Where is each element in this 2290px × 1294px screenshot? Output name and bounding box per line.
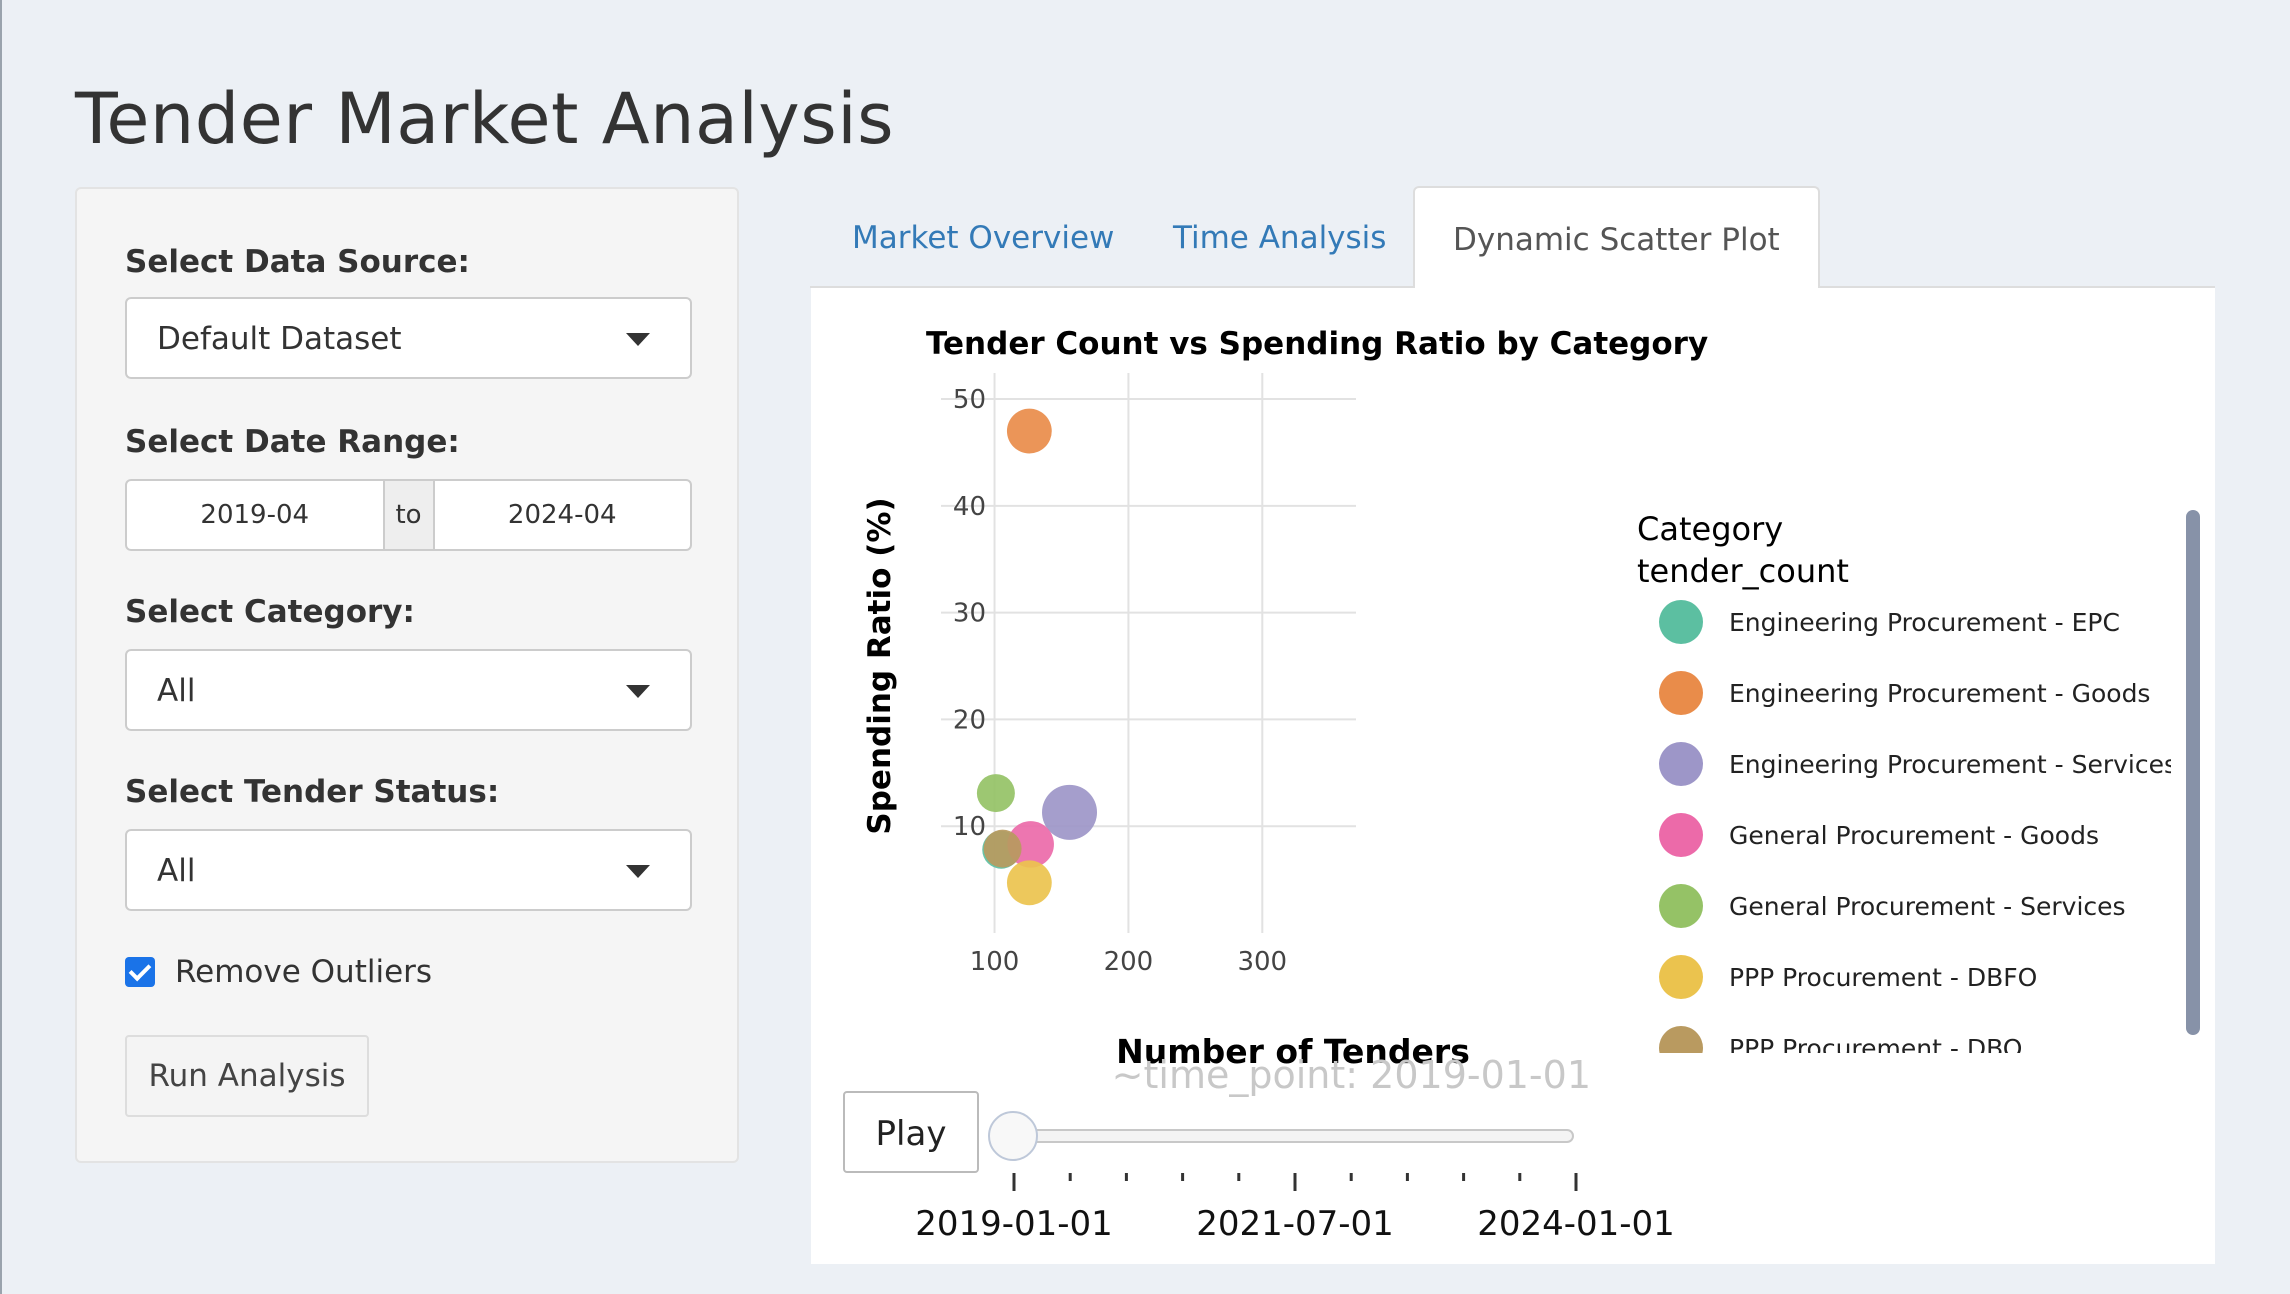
- window-edge: [0, 0, 2, 1294]
- data-source-label: Select Data Source:: [125, 244, 470, 280]
- scatter-chart: Tender Count vs Spending Ratio by Catego…: [843, 326, 2200, 1244]
- x-axis-label: Number of Tenders: [1116, 1032, 1470, 1071]
- scatter-points: [976, 408, 1098, 906]
- legend-marker: [1659, 671, 1703, 715]
- run-analysis-button[interactable]: Run Analysis: [125, 1035, 369, 1117]
- y-tick-label: 20: [953, 705, 986, 735]
- chart-title: Tender Count vs Spending Ratio by Catego…: [926, 326, 1708, 362]
- status-label: Select Tender Status:: [125, 774, 500, 810]
- legend-title-line-1: Category: [1637, 510, 1783, 548]
- category-select[interactable]: All: [125, 649, 692, 731]
- slider-handle[interactable]: [988, 1111, 1038, 1161]
- legend-label: General Procurement - Services: [1729, 892, 2126, 921]
- legend-marker: [1659, 813, 1703, 857]
- legend-label: Engineering Procurement - Goods: [1729, 679, 2150, 708]
- legend-label: PPP Procurement - DBO: [1729, 1034, 2022, 1063]
- legend-label: General Procurement - Goods: [1729, 821, 2099, 850]
- scatter-point: [1042, 784, 1098, 840]
- scatter-point: [1006, 860, 1052, 906]
- x-tick-label: 100: [970, 947, 1020, 977]
- play-button-label[interactable]: Play: [876, 1114, 947, 1154]
- tab-dynamic-scatter-plot[interactable]: Dynamic Scatter Plot: [1413, 186, 1820, 290]
- legend-marker: [1659, 1026, 1703, 1053]
- date-range-start[interactable]: 2019-04: [200, 500, 310, 530]
- page-title: Tender Market Analysis: [75, 78, 895, 160]
- legend-label: Engineering Procurement - Services: [1729, 750, 2177, 779]
- tab-bar: Market Overview Time Analysis Dynamic Sc…: [810, 186, 2215, 290]
- legend-marker: [1659, 884, 1703, 928]
- slider-tick-label: 2019-01-01: [915, 1204, 1113, 1244]
- sidebar-panel: Select Data Source: Default Dataset Sele…: [75, 187, 739, 1163]
- frame-label: ~time_point: 2019-01-01: [1112, 1053, 1591, 1097]
- date-range-input: 2019-04 to 2024-04: [125, 479, 692, 551]
- status-select[interactable]: All: [125, 829, 692, 911]
- legend-label: PPP Procurement - DBFO: [1729, 963, 2037, 992]
- date-range-separator: to: [382, 481, 435, 549]
- chevron-down-icon: [626, 685, 650, 698]
- legend-marker: [1659, 742, 1703, 786]
- x-tick-label: 300: [1237, 947, 1287, 977]
- legend-title-line-2: tender_count: [1637, 552, 1849, 590]
- remove-outliers-row: Remove Outliers: [125, 954, 432, 990]
- chevron-down-icon: [626, 333, 650, 346]
- date-range-label: Select Date Range:: [125, 424, 460, 460]
- tab-market-overview[interactable]: Market Overview: [852, 220, 1115, 256]
- slider-ticks: 2019-01-01 2021-07-01 2024-01-01: [915, 1173, 1675, 1244]
- axis-ticks: 10 20 30 40 50 100 200 300: [953, 385, 1287, 977]
- chart-grid: [941, 373, 1356, 933]
- play-button[interactable]: [843, 1091, 979, 1173]
- data-source-value: Default Dataset: [157, 321, 402, 357]
- date-range-end[interactable]: 2024-04: [507, 500, 617, 530]
- y-tick-label: 10: [953, 812, 986, 842]
- category-label: Select Category:: [125, 594, 415, 630]
- legend-label: Engineering Procurement - EPC: [1729, 608, 2120, 637]
- chevron-down-icon: [626, 865, 650, 878]
- legend-items: Engineering Procurement - EPC Engineering…: [1659, 600, 2177, 1063]
- slider-tick-label: 2024-01-01: [1477, 1204, 1675, 1244]
- legend-marker: [1659, 955, 1703, 999]
- y-tick-label: 40: [953, 492, 986, 522]
- remove-outliers-label[interactable]: Remove Outliers: [175, 954, 433, 990]
- y-tick-label: 30: [953, 599, 986, 629]
- x-tick-label: 200: [1104, 947, 1154, 977]
- status-value: All: [157, 853, 196, 889]
- data-source-select[interactable]: Default Dataset: [125, 297, 692, 379]
- chart-panel: Tender Count vs Spending Ratio by Catego…: [811, 288, 2215, 1264]
- category-value: All: [157, 673, 196, 709]
- tab-time-analysis[interactable]: Time Analysis: [1173, 220, 1387, 256]
- y-axis-label: Spending Ratio (%): [862, 497, 898, 834]
- scatter-point: [976, 774, 1015, 813]
- scatter-point: [1006, 408, 1052, 454]
- legend-marker: [1659, 600, 1703, 644]
- remove-outliers-checkbox[interactable]: [125, 957, 155, 987]
- y-tick-label: 50: [953, 385, 986, 415]
- slider-track[interactable]: [1004, 1129, 1574, 1143]
- slider-tick-label: 2021-07-01: [1196, 1204, 1394, 1244]
- scatter-point: [983, 829, 1022, 868]
- legend-scrollbar[interactable]: [2186, 510, 2200, 1035]
